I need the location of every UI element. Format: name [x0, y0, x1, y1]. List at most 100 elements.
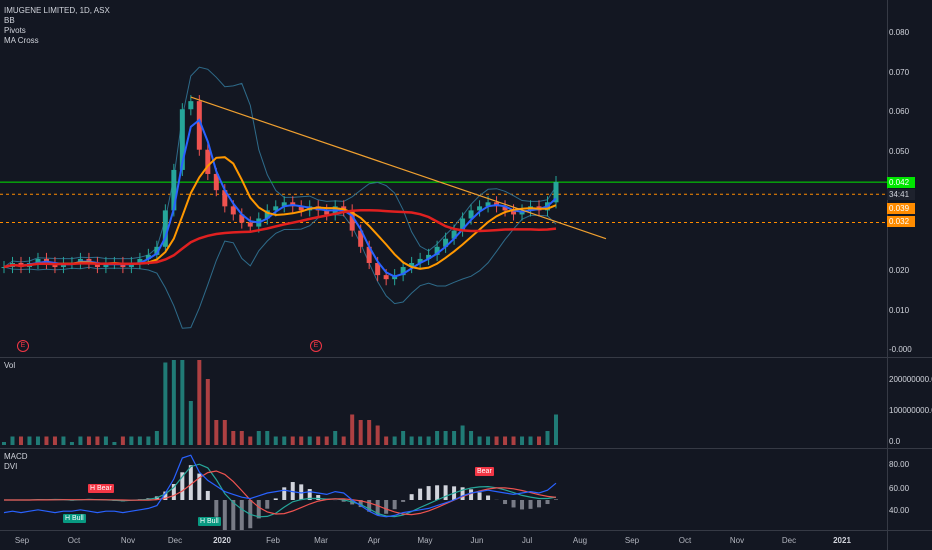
indicator-pivots[interactable]: Pivots	[4, 26, 26, 35]
candle-body	[434, 246, 440, 255]
volume-bar	[163, 362, 168, 445]
candle-body	[239, 214, 245, 223]
volume-tick: 100000000.0	[889, 406, 932, 415]
volume-bar	[486, 436, 491, 445]
macd-histogram-bar	[503, 500, 508, 505]
macd-histogram-bar	[375, 500, 380, 516]
price-tag-pivot: 0.032	[887, 216, 915, 227]
candle-body	[409, 262, 415, 268]
volume-bar	[239, 431, 244, 445]
candle-body	[264, 210, 270, 219]
dvi-label[interactable]: DVI	[4, 462, 18, 471]
price-tag-pivot: 0.039	[887, 203, 915, 214]
chart-legend: IMUGENE LIMITED, 1D, ASX BB Pivots MA Cr…	[4, 6, 110, 46]
time-tick: Aug	[572, 536, 588, 545]
candle-body	[366, 246, 372, 263]
candle-body	[213, 173, 219, 191]
candle-body	[137, 258, 143, 263]
macd-histogram-bar	[180, 472, 185, 500]
indicator-ma-cross[interactable]: MA Cross	[4, 36, 39, 45]
macd-histogram-bar	[163, 491, 168, 500]
volume-bar	[511, 436, 516, 445]
indicator-bb[interactable]: BB	[4, 16, 15, 25]
earnings-marker[interactable]: E	[310, 340, 322, 352]
price-tag-last: 0.042	[887, 177, 915, 188]
volume-bar	[112, 442, 117, 445]
volume-bar	[10, 436, 15, 445]
macd-histogram-bar	[537, 500, 542, 508]
macd-histogram-bar	[520, 500, 525, 510]
symbol-title: IMUGENE LIMITED, 1D, ASX	[4, 6, 110, 15]
volume-bar	[120, 436, 125, 445]
volume-bar	[384, 436, 389, 445]
price-scale[interactable]	[887, 0, 932, 550]
volume-bar	[520, 436, 525, 445]
pane-divider[interactable]	[0, 448, 932, 449]
volume-bar	[367, 420, 372, 445]
volume-bar	[273, 436, 278, 445]
macd-signal-line	[4, 470, 557, 516]
macd-histogram-bar	[282, 487, 287, 500]
candle-body	[222, 190, 228, 207]
volume-label[interactable]: Vol	[4, 361, 16, 370]
volume-bar	[78, 436, 83, 445]
candle-body	[400, 267, 406, 276]
macd-histogram-bar	[316, 495, 321, 500]
candle-body	[35, 258, 41, 263]
candle-body	[477, 206, 483, 211]
candle-body	[154, 246, 160, 255]
osc-tick: 80.00	[889, 460, 910, 469]
candle-body	[383, 275, 389, 280]
macd-histogram-bar	[477, 492, 482, 500]
time-tick: Jun	[470, 536, 484, 545]
volume-bar	[214, 420, 219, 445]
candle-body	[1, 267, 7, 269]
time-tick: Mar	[314, 536, 328, 545]
price-tick: 0.080	[889, 28, 910, 37]
candle-body	[94, 262, 100, 268]
macd-histogram-bar	[418, 488, 423, 500]
volume-bar	[477, 436, 482, 445]
macd-histogram-bar	[401, 500, 406, 502]
volume-bar	[401, 431, 406, 445]
pane-divider[interactable]	[0, 357, 932, 358]
volume-bar	[418, 436, 423, 445]
volume-bar	[392, 436, 397, 445]
earnings-marker[interactable]: E	[17, 340, 29, 352]
volume-bar	[154, 431, 159, 445]
volume-bar	[248, 436, 253, 445]
macd-label[interactable]: MACD	[4, 452, 28, 461]
volume-bar	[409, 436, 414, 445]
macd-histogram-bar	[222, 500, 227, 530]
time-tick: Oct	[678, 536, 692, 545]
volume-legend: Vol	[4, 361, 15, 371]
volume-bar	[137, 436, 142, 445]
macd-histogram-bar	[299, 484, 304, 500]
candle-body	[443, 238, 449, 247]
volume-bar	[52, 436, 57, 445]
volume-bar	[494, 436, 499, 445]
candle-body	[230, 206, 236, 215]
volume-bar	[426, 436, 431, 445]
volume-bar	[324, 436, 329, 445]
volume-bar	[86, 436, 91, 445]
volume-bar	[197, 360, 202, 445]
macd-histogram-bar	[435, 485, 440, 500]
time-tick: Apr	[367, 536, 381, 545]
volume-bar	[2, 442, 6, 445]
candle-body	[502, 206, 508, 211]
macd-histogram-bar	[214, 500, 219, 517]
candle-body	[349, 210, 355, 231]
volume-bar	[222, 420, 227, 445]
candle-body	[553, 182, 559, 203]
chart-canvas[interactable]	[0, 0, 887, 530]
macd-histogram-bar	[273, 498, 278, 500]
macd-histogram-bar	[443, 485, 448, 500]
volume-bar	[333, 431, 338, 445]
volume-bar	[358, 420, 363, 445]
candle-body	[451, 230, 457, 239]
osc-tick: 40.00	[889, 506, 910, 515]
ma-fast-line	[3, 118, 557, 278]
macd-histogram-bar	[367, 500, 372, 512]
time-tick: Feb	[266, 536, 280, 545]
